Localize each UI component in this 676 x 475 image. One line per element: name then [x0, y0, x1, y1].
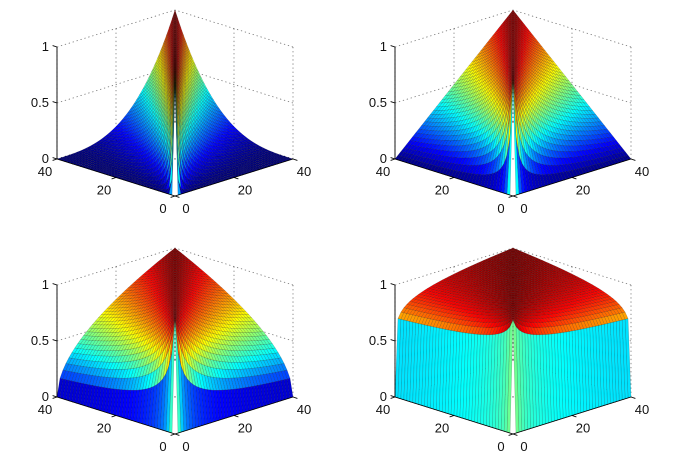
surface-plot-top-right: [338, 0, 676, 237]
surface-plot-bottom-left: [0, 238, 338, 475]
surface-plot-bottom-right: [338, 238, 676, 475]
surface-plot-top-left: [0, 0, 338, 237]
